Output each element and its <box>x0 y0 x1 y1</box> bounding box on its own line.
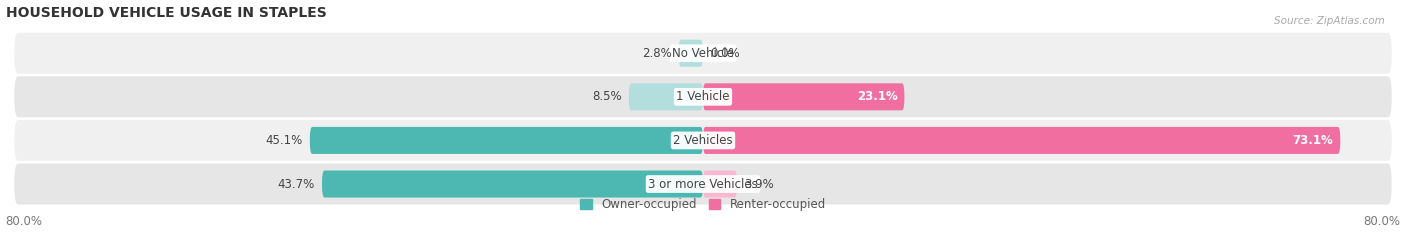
FancyBboxPatch shape <box>703 171 737 198</box>
Legend: Owner-occupied, Renter-occupied: Owner-occupied, Renter-occupied <box>575 193 831 216</box>
FancyBboxPatch shape <box>14 76 1392 117</box>
FancyBboxPatch shape <box>14 33 1392 74</box>
FancyBboxPatch shape <box>703 83 904 110</box>
FancyBboxPatch shape <box>322 171 703 198</box>
Text: 23.1%: 23.1% <box>856 90 897 103</box>
Text: HOUSEHOLD VEHICLE USAGE IN STAPLES: HOUSEHOLD VEHICLE USAGE IN STAPLES <box>6 6 326 20</box>
Text: 8.5%: 8.5% <box>592 90 621 103</box>
Text: 73.1%: 73.1% <box>1292 134 1333 147</box>
Text: Source: ZipAtlas.com: Source: ZipAtlas.com <box>1274 16 1385 26</box>
Text: 3.9%: 3.9% <box>744 178 773 191</box>
Text: 1 Vehicle: 1 Vehicle <box>676 90 730 103</box>
Text: 0.0%: 0.0% <box>710 47 740 60</box>
FancyBboxPatch shape <box>703 127 1340 154</box>
Text: 43.7%: 43.7% <box>278 178 315 191</box>
Text: 80.0%: 80.0% <box>6 215 42 228</box>
Text: 3 or more Vehicles: 3 or more Vehicles <box>648 178 758 191</box>
FancyBboxPatch shape <box>14 120 1392 161</box>
FancyBboxPatch shape <box>679 40 703 67</box>
Text: 2.8%: 2.8% <box>643 47 672 60</box>
Text: 2 Vehicles: 2 Vehicles <box>673 134 733 147</box>
Text: No Vehicle: No Vehicle <box>672 47 734 60</box>
FancyBboxPatch shape <box>628 83 703 110</box>
Text: 45.1%: 45.1% <box>266 134 302 147</box>
FancyBboxPatch shape <box>309 127 703 154</box>
Text: 80.0%: 80.0% <box>1364 215 1400 228</box>
FancyBboxPatch shape <box>14 164 1392 205</box>
